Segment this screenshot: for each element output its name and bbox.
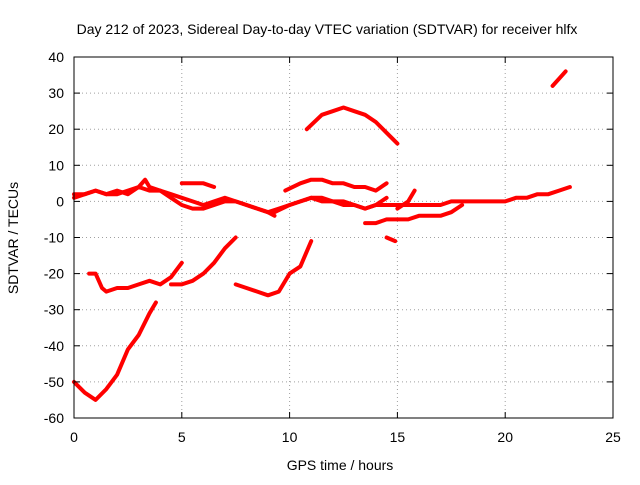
series-line-s3 xyxy=(179,181,217,189)
y-tick-label: 20 xyxy=(48,121,64,137)
series-line-s5 xyxy=(283,177,389,193)
x-tick-label: 25 xyxy=(605,429,621,445)
y-axis-label: SDTVAR / TECUs xyxy=(5,182,21,294)
series-group xyxy=(72,69,572,402)
grid xyxy=(74,57,613,418)
series-line-s12 xyxy=(169,235,238,287)
series-line-s11 xyxy=(87,260,184,294)
y-tick-label: -60 xyxy=(44,410,64,426)
y-tick-label: -30 xyxy=(44,302,64,318)
ticks: 0 5 10 15 20 25 -60 -50 -40 -30 -20 -10 0 10 20 30 40 xyxy=(44,49,621,445)
x-tick-label: 5 xyxy=(178,429,186,445)
y-tick-label: -50 xyxy=(44,374,64,390)
series-line-s14 xyxy=(72,300,158,402)
series-line-s7 xyxy=(363,203,465,226)
y-tick-label: 10 xyxy=(48,157,64,173)
series-line-s2 xyxy=(72,177,277,218)
x-tick-label: 0 xyxy=(70,429,78,445)
y-tick-label: 0 xyxy=(56,193,64,209)
y-tick-label: -10 xyxy=(44,230,64,246)
x-axis-label: GPS time / hours xyxy=(287,457,394,473)
series-line-s8 xyxy=(384,235,398,244)
y-tick-label: -20 xyxy=(44,266,64,282)
y-tick-label: 30 xyxy=(48,85,64,101)
series-line-s4 xyxy=(272,195,389,215)
x-tick-label: 10 xyxy=(282,429,298,445)
chart-title: Day 212 of 2023, Sidereal Day-to-day VTE… xyxy=(77,21,578,37)
series-line-s10 xyxy=(550,69,568,88)
y-tick-label: -40 xyxy=(44,338,64,354)
y-tick-label: 40 xyxy=(48,49,64,65)
series-line-s9 xyxy=(395,188,417,211)
x-tick-label: 20 xyxy=(497,429,513,445)
series-line-s6 xyxy=(304,105,400,146)
series-line-s13 xyxy=(233,239,314,298)
x-tick-label: 15 xyxy=(390,429,406,445)
